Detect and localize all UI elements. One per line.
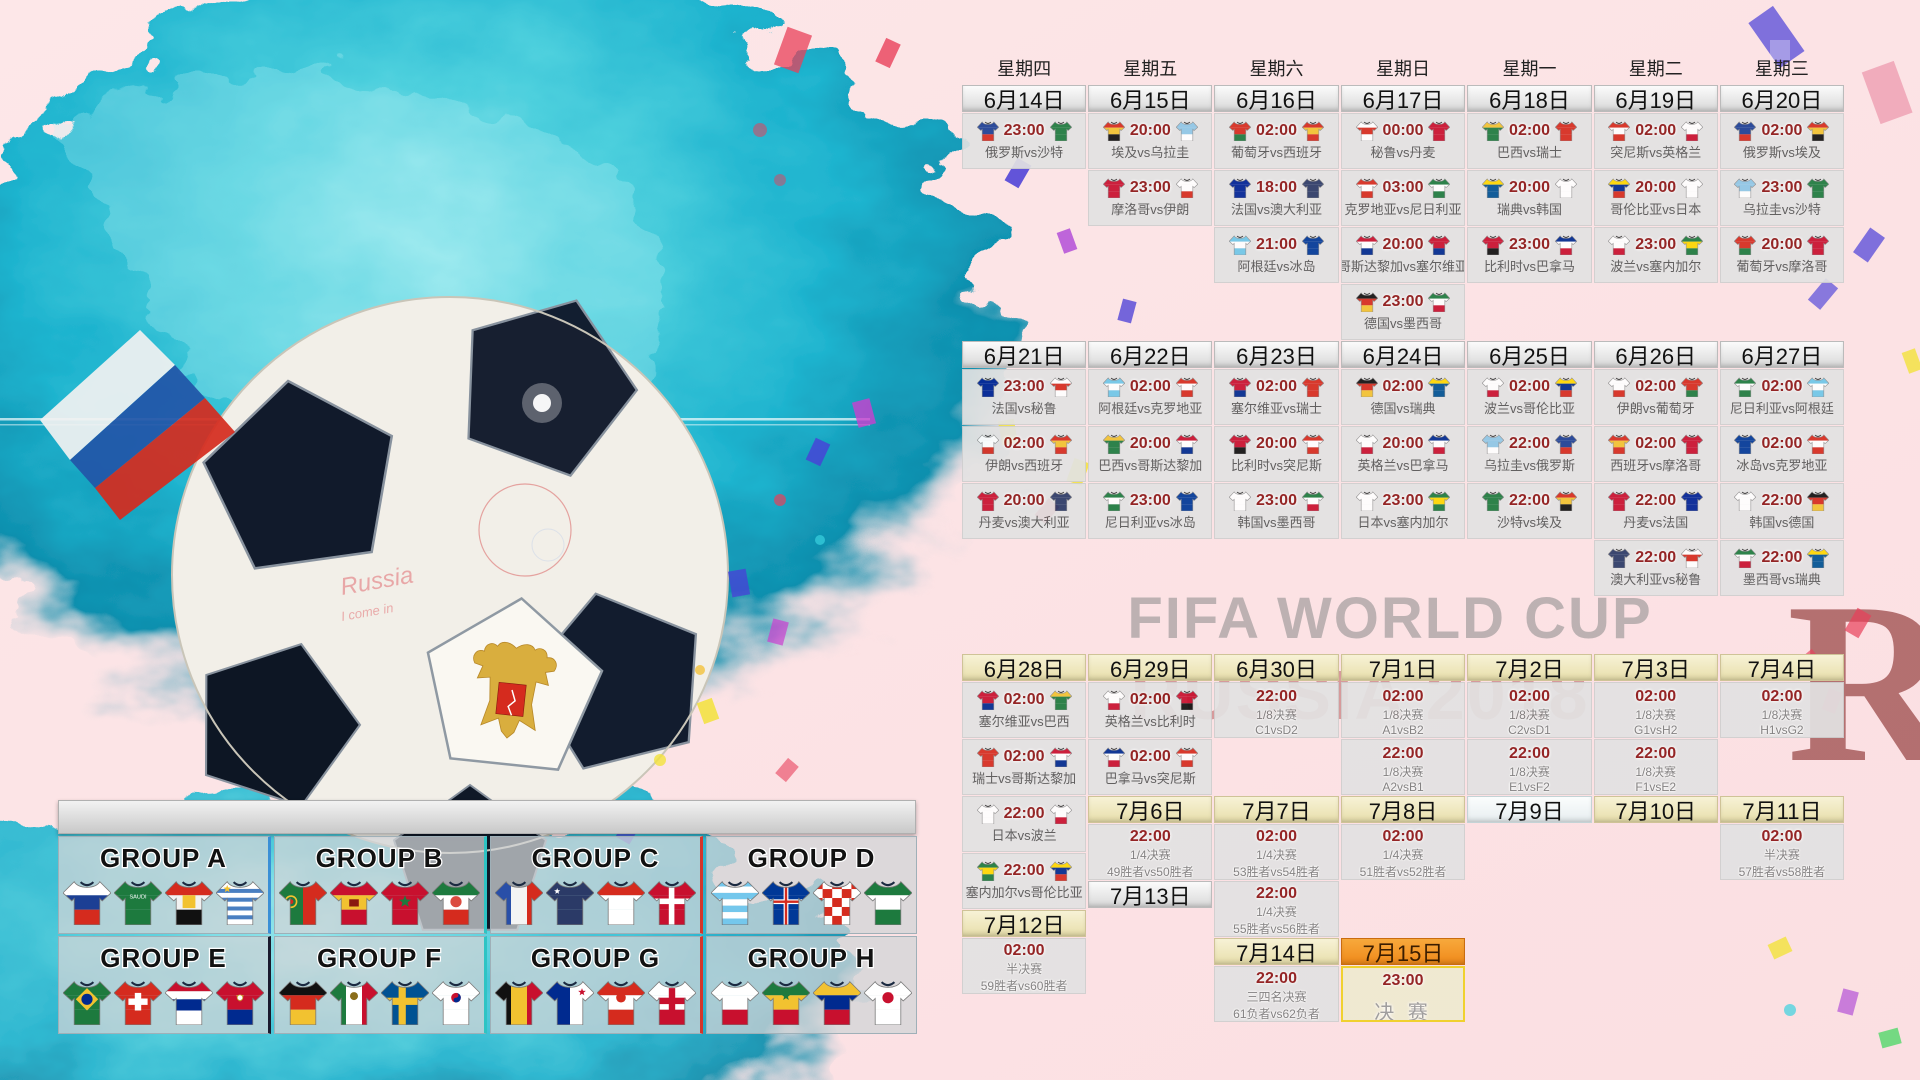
svg-text:SAUDI: SAUDI [129,895,147,901]
